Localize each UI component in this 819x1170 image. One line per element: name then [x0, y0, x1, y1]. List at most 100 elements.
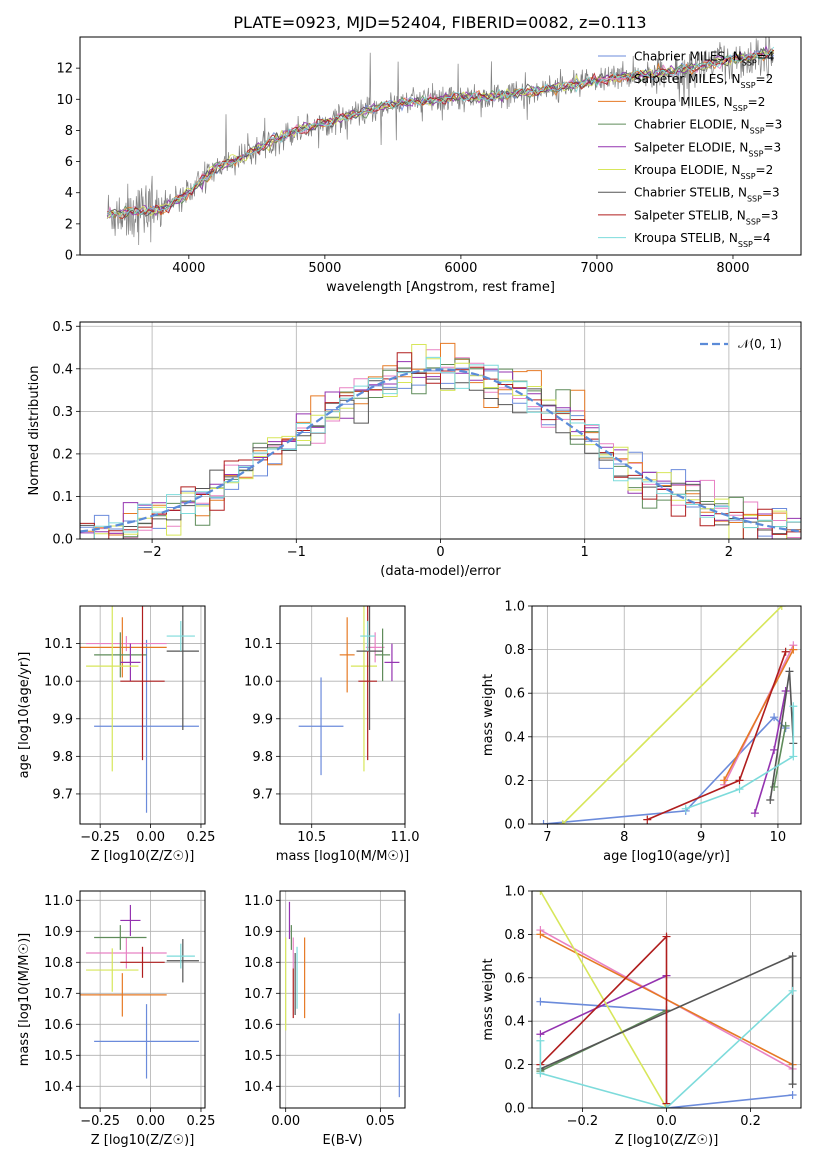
weight-marker [788, 1090, 797, 1099]
legend-suffix: =2 [756, 163, 774, 177]
x-tick-label: 10.5 [297, 830, 326, 845]
weight-marker [662, 1104, 671, 1108]
legend-label: Chabrier MILES, N [634, 50, 742, 64]
weight-marker [558, 820, 567, 824]
y-tick-label: 11.0 [44, 894, 73, 909]
errorbar-point [86, 636, 167, 652]
x-tick-label: 10 [770, 830, 787, 845]
errorbar-point [80, 617, 167, 678]
weight-marker [643, 815, 652, 824]
x-tick-label: 7000 [580, 261, 613, 276]
weight-marker [735, 776, 744, 785]
errorbar-point [86, 948, 139, 992]
errorbar-point [166, 939, 199, 983]
panel-age-vs-mass: 10.5 11.0 9.7 9.8 9.9 10.0 10.1 mass [log10(M/M… [244, 605, 420, 864]
weight-line [539, 990, 794, 1108]
y-tick-label: 10.6 [244, 1018, 273, 1033]
errorbar-point [350, 606, 378, 772]
legend-entry: Salpeter MILES, NSSP=2 [634, 72, 773, 90]
errorbar-point [166, 606, 199, 731]
y-tick-label: 10.0 [44, 675, 73, 690]
weight-marker [536, 930, 545, 939]
plot-area-mass-vs-EBV [285, 901, 400, 1098]
histogram-step [80, 358, 801, 539]
legend-suffix: =4 [757, 50, 775, 64]
legend-label: Kroupa STELIB, N [634, 231, 738, 245]
spectrum-model-line [106, 46, 775, 219]
y-tick-label: 10.7 [244, 987, 273, 1002]
x-tick-label: 1 [581, 545, 589, 560]
panel-mass-vs-Z: −0.25 0.00 0.25 10.4 10.5 10.6 10.7 10.8 10.9 11.… [17, 890, 215, 1148]
errorbar-point [94, 632, 147, 678]
axes-frame [79, 605, 206, 825]
x-tick-label: 7 [543, 830, 551, 845]
x-axis-label: E(B-V) [322, 1133, 362, 1148]
weight-marker [662, 932, 671, 941]
x-tick-label: 6000 [444, 261, 477, 276]
x-tick-label: −0.25 [80, 1114, 120, 1129]
plot-area-residuals [80, 342, 801, 539]
legend-label: Kroupa MILES, N [634, 95, 733, 109]
x-axis-label: (data-model)/error [380, 564, 501, 579]
errorbar-point [94, 639, 199, 813]
weight-marker [789, 702, 798, 711]
panel-age-vs-Z: −0.25 0.00 0.25 9.7 9.8 9.9 10.0 10.1 Z [log10(Z… [17, 605, 215, 864]
legend-entry: Salpeter STELIB, NSSP=3 [634, 208, 778, 226]
errorbar-point [384, 643, 400, 682]
legend-label: Chabrier ELODIE, N [634, 118, 750, 132]
weight-marker [536, 1036, 545, 1045]
errorbar-point [166, 943, 195, 969]
panel-weight-vs-age: 7 8 9 10 0.0 0.2 0.4 0.6 0.8 1.0 age [log10(age/yr… [481, 600, 802, 864]
weight-marker [770, 713, 779, 722]
weight-line [685, 706, 795, 810]
y-tick-label: 10.6 [44, 1018, 73, 1033]
legend-suffix: =3 [761, 208, 779, 222]
y-tick-label: 9.7 [52, 787, 73, 802]
panel-residuals: −2 −1 0 1 2 0.0 0.1 0.2 0.3 0.4 0.5 (data-model)/er… [27, 320, 802, 579]
panel-mass-vs-EBV: 0.00 0.05 10.4 10.5 10.6 10.7 10.8 10.9 11.0 E(B-… [244, 890, 406, 1148]
histogram-step [80, 356, 801, 539]
legend-sub: SSP [746, 217, 761, 226]
legend-suffix: =4 [753, 231, 771, 245]
weight-marker [681, 804, 690, 813]
axes-frame [279, 605, 406, 825]
y-axis-label: age [log10(age/yr)] [17, 652, 32, 779]
x-tick-label: 0.00 [136, 1114, 165, 1129]
errorbar-point [86, 606, 139, 772]
errorbar-point [94, 925, 147, 950]
normal-reference-curve [80, 368, 801, 533]
x-tick-label: 0.05 [366, 1114, 395, 1129]
x-tick-label: 8000 [716, 261, 749, 276]
legend-entry: Kroupa STELIB, NSSP=4 [634, 231, 771, 249]
weight-marker [788, 952, 797, 961]
y-tick-label: 0.4 [52, 362, 73, 377]
legend-entry: Chabrier MILES, NSSP=4 [634, 50, 774, 68]
errorbar-point [356, 606, 383, 731]
weight-marker [766, 796, 775, 805]
y-axis-label: mass weight [481, 958, 496, 1040]
y-tick-label: 0.6 [504, 687, 525, 702]
errorbar-point [120, 946, 165, 978]
y-tick-label: 0.6 [504, 971, 525, 986]
y-tick-label: 0.8 [504, 643, 525, 658]
x-tick-label: 11.0 [391, 830, 420, 845]
y-tick-label: 0.2 [52, 447, 73, 462]
x-axis-label: Z [log10(Z/Z☉)] [91, 849, 195, 864]
x-tick-label: 2 [725, 545, 733, 560]
errorbar-point [94, 1004, 199, 1079]
panel-spectrum: 4000 5000 6000 7000 8000 0 2 4 6 8 10 12 wavelength … [56, 36, 802, 295]
legend-entry: Chabrier ELODIE, NSSP=3 [634, 118, 782, 136]
legend-entry: Kroupa MILES, NSSP=2 [634, 95, 765, 113]
legend-label: Chabrier STELIB, N [634, 186, 747, 200]
y-tick-label: 10.8 [44, 956, 73, 971]
plot-area-weight-vs-Z [536, 891, 797, 1108]
x-tick-label: 0.25 [186, 1114, 215, 1129]
errorbar-point [166, 621, 195, 652]
weight-marker [788, 986, 797, 995]
y-tick-label: 2 [65, 217, 73, 232]
errorbar-point [120, 643, 141, 682]
weight-marker [770, 782, 779, 791]
legend-label: Salpeter ELODIE, N [634, 140, 748, 154]
legend-suffix: =3 [763, 140, 781, 154]
